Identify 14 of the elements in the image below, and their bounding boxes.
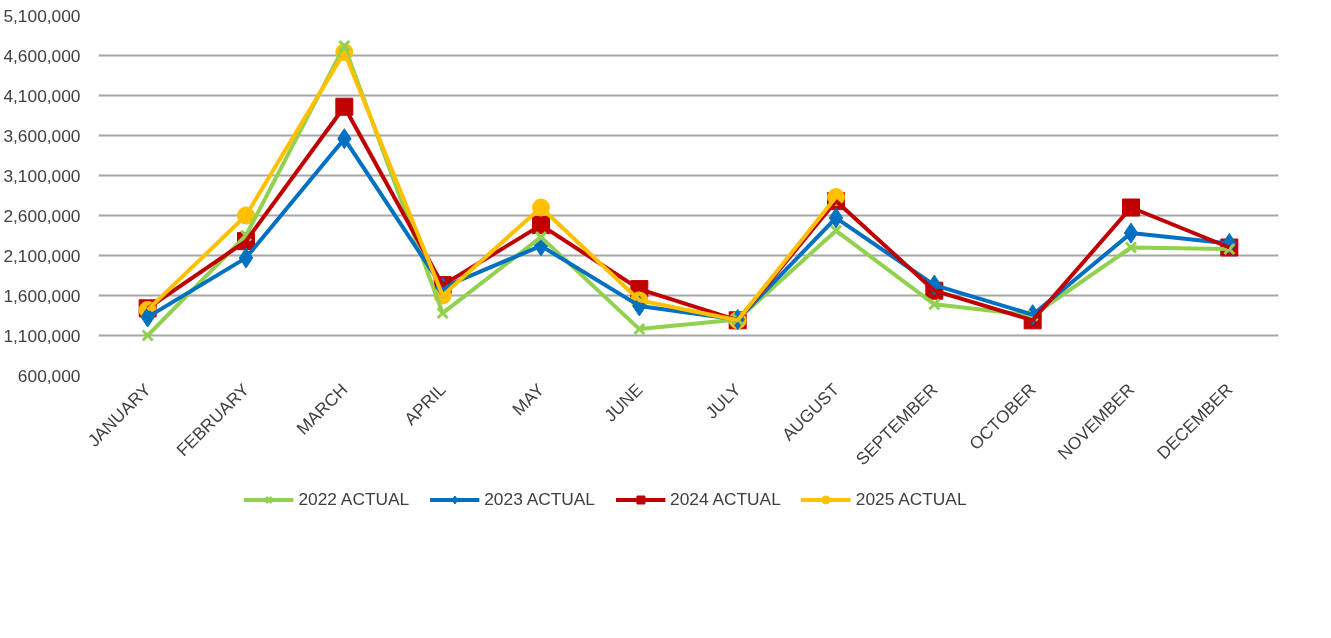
- legend-label: 2022 ACTUAL: [298, 488, 410, 510]
- y-tick-label: 2,100,000: [3, 245, 81, 266]
- y-tick-label: 1,100,000: [3, 325, 81, 346]
- legend-label: 2024 ACTUAL: [670, 488, 781, 510]
- y-tick-label: 4,100,000: [3, 85, 81, 106]
- y-tick-label: 1,600,000: [3, 285, 81, 306]
- y-tick-label: 4,600,000: [3, 45, 81, 66]
- legend-label: 2025 ACTUAL: [855, 488, 967, 510]
- y-tick-label: 5,100,000: [3, 5, 81, 26]
- y-tick-label: 3,600,000: [3, 125, 81, 146]
- y-tick-label: 3,100,000: [3, 165, 81, 186]
- y-tick-label: 600,000: [17, 365, 81, 386]
- y-tick-label: 2,600,000: [3, 205, 81, 226]
- legend-label: 2023 ACTUAL: [484, 488, 595, 510]
